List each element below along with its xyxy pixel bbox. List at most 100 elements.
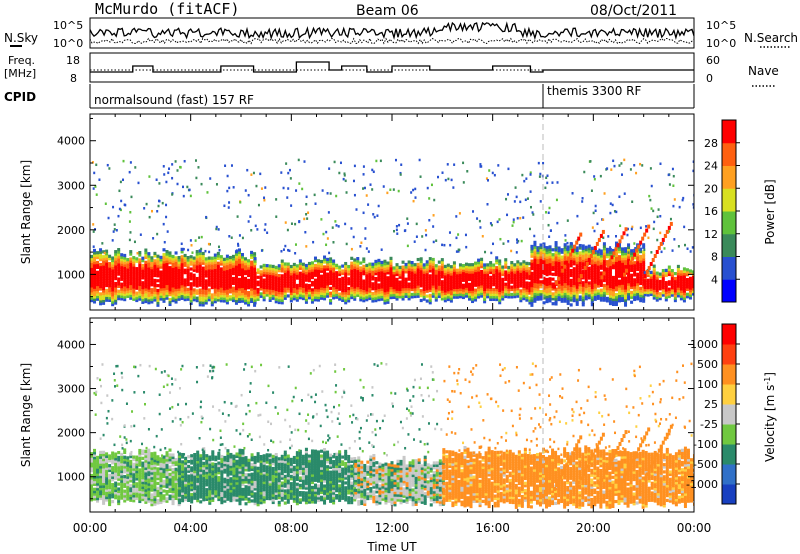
heatmap-cell [228,201,231,204]
heatmap-cell [247,261,251,265]
heatmap-cell [610,255,614,260]
heatmap-cell [356,257,360,261]
heatmap-cell [434,298,438,302]
heatmap-cell [639,254,643,259]
heatmap-cell [323,270,327,274]
heatmap-cell [554,245,558,250]
heatmap-cell [477,288,481,292]
heatmap-cell [614,247,618,252]
heatmap-cell [216,276,220,280]
heatmap-cell [120,467,124,471]
heatmap-cell [617,296,621,300]
heatmap-cell [667,290,671,294]
heatmap-cell [156,494,160,498]
heatmap-cell [177,270,181,274]
heatmap-cell [605,287,609,291]
heatmap-cell [165,274,169,278]
heatmap-cell [225,293,229,298]
heatmap-cell [234,272,238,276]
heatmap-cell [362,257,366,261]
heatmap-cell [156,477,160,481]
heatmap-cell [105,279,109,283]
heatmap-cell [624,298,628,302]
heatmap-cell [350,273,354,278]
heatmap-cell [138,470,142,474]
heatmap-cell [208,482,212,486]
heatmap-cell [156,460,160,464]
heatmap-cell [216,254,220,258]
heatmap-cell [326,274,330,279]
heatmap-cell [241,257,244,262]
heatmap-cell [108,500,112,504]
heatmap-cell [533,294,537,298]
heatmap-cell [483,285,487,289]
heatmap-cell [132,477,136,481]
heatmap-cell [129,279,133,283]
heatmap-cell [237,248,241,252]
heatmap-cell [147,296,151,300]
heatmap-cell [587,276,591,280]
heatmap-cell [468,275,472,279]
heatmap-cell [522,267,526,271]
heatmap-cell [567,256,571,261]
heatmap-cell [359,261,363,265]
heatmap-cell [178,500,182,505]
heatmap-cell [298,182,301,185]
heatmap-cell [551,181,554,184]
heatmap-cell [111,280,115,285]
heatmap-cell [156,455,160,459]
heatmap-cell [609,246,612,249]
heatmap-cell [614,253,618,258]
heatmap-cell [498,296,502,300]
heatmap-cell [557,273,561,277]
heatmap-cell [250,292,254,296]
heatmap-cell [639,264,643,268]
heatmap-cell [630,285,634,290]
heatmap-cell [120,474,124,478]
heatmap-cell [228,273,232,277]
heatmap-cell [542,254,546,258]
heatmap-cell [590,263,594,268]
heatmap-cell [480,294,484,298]
heatmap-cell [105,454,109,458]
heatmap-cell [578,246,582,250]
heatmap-cell [96,275,100,279]
heatmap-cell [646,286,650,290]
heatmap-cell [368,291,372,296]
heatmap-cell [667,292,671,296]
heatmap-cell [90,473,93,478]
heatmap-cell [670,273,674,278]
heatmap-cell [93,451,97,455]
heatmap-cell [112,230,115,233]
heatmap-cell [144,486,148,490]
heatmap-cell [305,195,308,199]
heatmap-cell [545,277,549,282]
heatmap-cell [99,462,103,467]
heatmap-cell [443,286,447,291]
heatmap-cell [222,282,226,286]
heatmap-cell [225,274,229,278]
heatmap-cell [265,288,269,292]
heatmap-cell [368,284,372,288]
heatmap-cell [132,285,136,289]
heatmap-cell [301,294,305,298]
heatmap-cell [96,463,100,467]
heatmap-cell [608,262,612,266]
heatmap-cell [422,265,426,269]
heatmap-cell [147,460,151,464]
heatmap-cell [165,269,169,273]
heatmap-cell [132,270,136,274]
heatmap-cell [621,279,625,283]
heatmap-cell [99,489,103,493]
heatmap-cell [495,288,499,292]
heatmap-cell [401,272,405,277]
heatmap-cell [468,287,472,291]
heatmap-cell [236,215,239,218]
heatmap-cell [231,257,235,261]
heatmap-cell [419,264,423,268]
heatmap-cell [153,456,157,460]
heatmap-cell [90,456,93,461]
heatmap-cell [195,284,199,288]
heatmap-cell [102,296,106,300]
heatmap-cell [661,281,665,285]
